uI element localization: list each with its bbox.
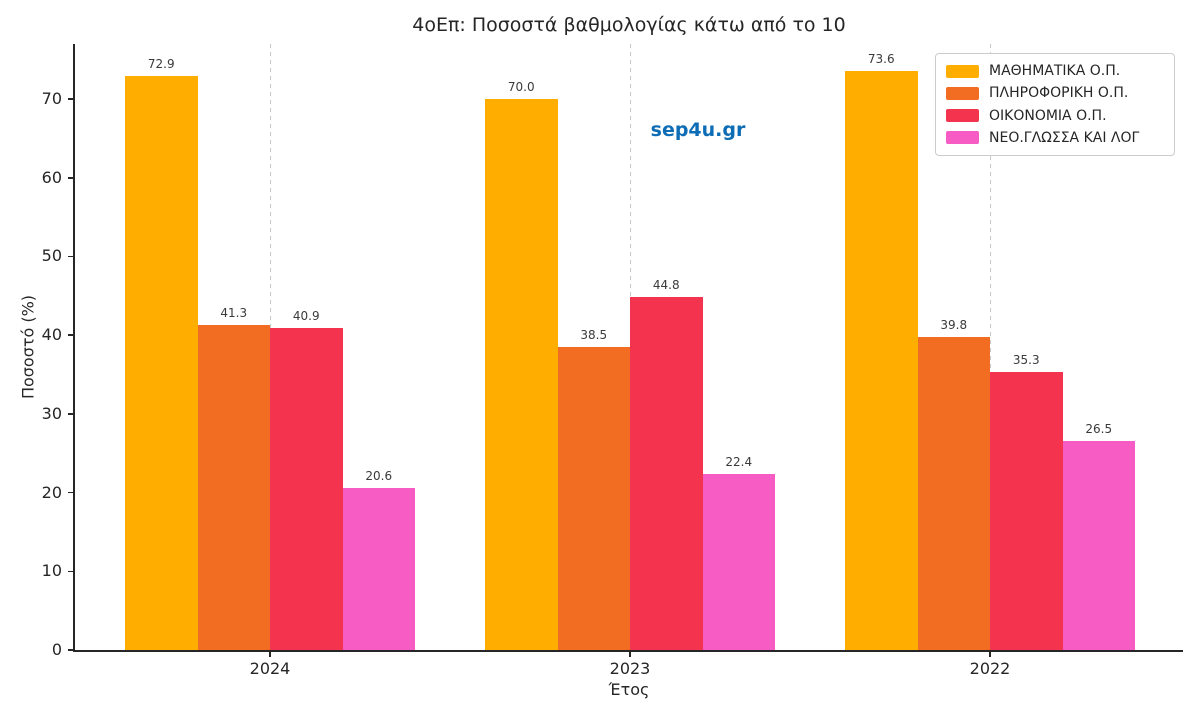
legend-item-series3: ΟΙΚΟΝΟΜΙΑ Ο.Π.: [946, 106, 1164, 126]
legend-item-series1: ΜΑΘΗΜΑΤΙΚΑ Ο.Π.: [946, 61, 1164, 81]
legend-label: ΜΑΘΗΜΑΤΙΚΑ Ο.Π.: [989, 63, 1121, 79]
bar-value-label: 70.0: [507, 80, 535, 95]
y-tick-label: 20: [41, 482, 62, 502]
x-tick-mark: [629, 650, 631, 657]
y-tick-label: 30: [41, 403, 62, 423]
x-tick-label: 2022: [969, 659, 1011, 678]
legend-label: ΟΙΚΟΝΟΜΙΑ Ο.Π.: [989, 107, 1107, 124]
bar-2024-series2: [197, 324, 270, 650]
y-tick-mark: [68, 255, 75, 258]
legend-swatch: [946, 131, 979, 145]
x-tick-label: 2023: [609, 659, 651, 678]
y-axis-line: [73, 44, 75, 652]
legend-label: ΝΕΟ.ΓΛΩΣΣΑ ΚΑΙ ΛΟΓ: [989, 129, 1140, 146]
y-tick-mark: [68, 649, 75, 651]
watermark: sep4u.gr: [650, 119, 746, 141]
x-axis-line: [73, 650, 1183, 652]
bar-2022-series3: [990, 372, 1063, 650]
y-axis-title: Ποσοστό (%): [18, 294, 38, 400]
chart-title: 4οΕπ: Ποσοστά βαθμολογίας κάτω από το 10: [412, 14, 846, 36]
legend-swatch: [946, 64, 979, 78]
plot-area: 72.9 70.0 73.6 41.3 38.5 39.8 40.9 44.8 35.3 20.6…: [75, 44, 1183, 650]
bar-value-label: 41.3: [220, 305, 248, 320]
legend-swatch: [946, 109, 979, 123]
bar-2023-series3: [630, 297, 703, 650]
bar-value-label: 22.4: [725, 454, 753, 469]
bar-2024-series3: [270, 328, 343, 650]
y-tick-mark: [68, 177, 75, 179]
bar-2024-series4: [342, 487, 415, 650]
legend-item-series4: ΝΕΟ.ΓΛΩΣΣΑ ΚΑΙ ΛΟΓ: [946, 128, 1164, 148]
bar-value-label: 73.6: [867, 51, 895, 66]
bar-2023-series4: [702, 473, 775, 650]
bar-value-label: 39.8: [940, 317, 968, 332]
y-tick-label: 60: [41, 167, 62, 187]
y-tick-label: 40: [41, 325, 62, 345]
x-tick-label: 2024: [249, 659, 291, 678]
legend-label: ΠΛΗΡΟΦΟΡΙΚΗ Ο.Π.: [989, 85, 1129, 102]
y-tick-mark: [68, 98, 75, 100]
y-tick-mark: [68, 334, 75, 336]
legend-swatch: [946, 86, 979, 100]
y-tick-label: 10: [41, 561, 62, 581]
bar-2022-series4: [1062, 441, 1135, 650]
bar-value-label: 72.9: [147, 57, 175, 72]
bar-value-label: 26.5: [1085, 422, 1113, 437]
x-axis-title: Έτος: [608, 680, 650, 699]
bar-2022-series2: [917, 336, 990, 650]
bar-2023-series2: [557, 347, 630, 650]
y-tick-label: 0: [51, 640, 62, 659]
x-gridline: [989, 44, 991, 650]
bar-value-label: 40.9: [292, 309, 320, 324]
x-tick-mark: [989, 650, 991, 657]
bar-2024-series1: [125, 76, 198, 650]
x-tick-mark: [269, 650, 271, 657]
bar-value-label: 20.6: [365, 468, 393, 483]
bar-2023-series1: [485, 99, 558, 650]
bar-value-label: 44.8: [652, 278, 680, 293]
bar-value-label: 38.5: [580, 328, 608, 342]
bar-2022-series1: [845, 70, 918, 650]
y-tick-mark: [68, 413, 75, 415]
y-tick-label: 50: [41, 246, 62, 266]
y-tick-mark: [68, 491, 75, 494]
legend-item-series2: ΠΛΗΡΟΦΟΡΙΚΗ Ο.Π.: [946, 83, 1164, 103]
y-tick-mark: [68, 570, 75, 573]
legend: ΜΑΘΗΜΑΤΙΚΑ Ο.Π. ΠΛΗΡΟΦΟΡΙΚΗ Ο.Π. ΟΙΚΟΝΟΜΙΑ…: [935, 53, 1175, 156]
bar-value-label: 35.3: [1012, 353, 1040, 368]
y-tick-label: 70: [41, 89, 62, 109]
